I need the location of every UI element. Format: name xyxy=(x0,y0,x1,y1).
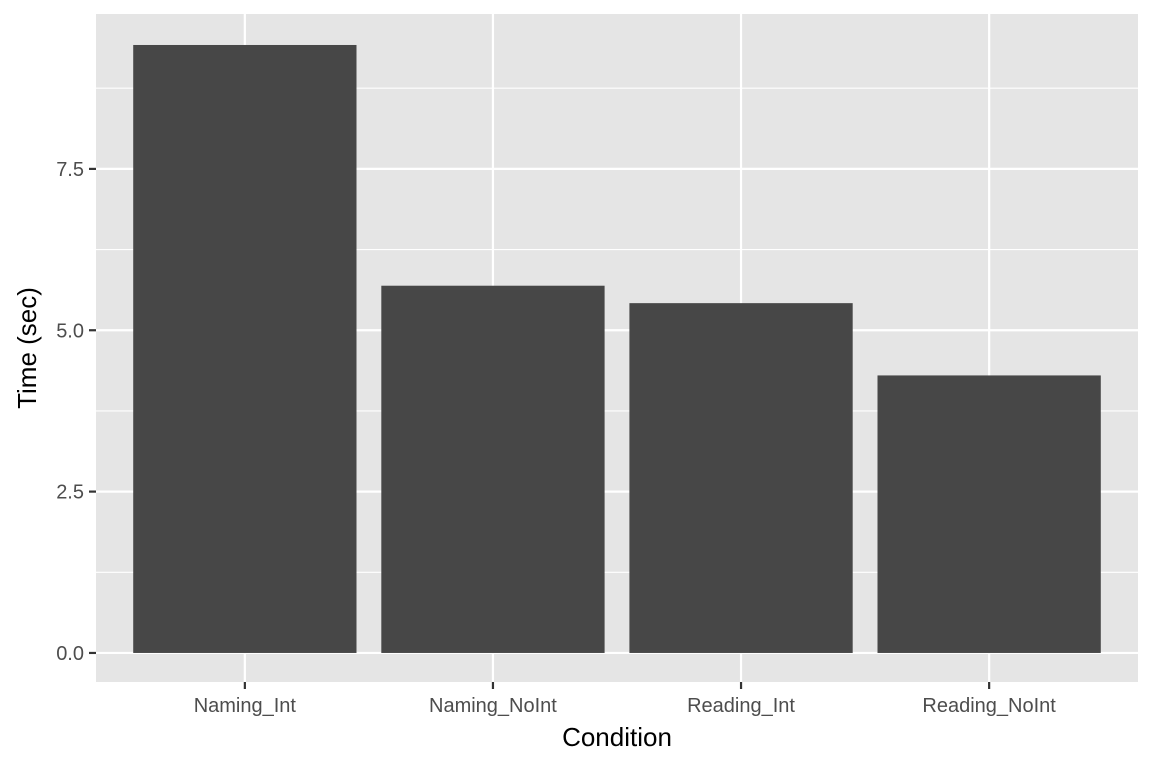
x-tick-label: Naming_Int xyxy=(194,695,297,717)
y-axis-title: Time (sec) xyxy=(12,287,42,409)
bars xyxy=(133,44,1101,653)
x-tick-label: Reading_NoInt xyxy=(922,695,1056,717)
bar-naming-noint xyxy=(381,285,605,653)
x-tick-label: Reading_Int xyxy=(687,695,795,717)
y-tick-label: 5.0 xyxy=(56,320,84,342)
y-tick-label: 2.5 xyxy=(56,482,84,504)
bar-reading-int xyxy=(629,303,853,653)
x-tick-label: Naming_NoInt xyxy=(429,695,557,717)
x-axis: Naming_Int Naming_NoInt Reading_Int Reading… xyxy=(194,682,1056,717)
y-axis: 0.0 2.5 5.0 7.5 xyxy=(56,159,96,665)
bar-naming-int xyxy=(133,44,357,653)
x-axis-title: Condition xyxy=(562,722,672,752)
y-tick-label: 0.0 xyxy=(56,643,84,665)
bar-reading-noint xyxy=(877,375,1101,653)
y-tick-label: 7.5 xyxy=(56,159,84,181)
